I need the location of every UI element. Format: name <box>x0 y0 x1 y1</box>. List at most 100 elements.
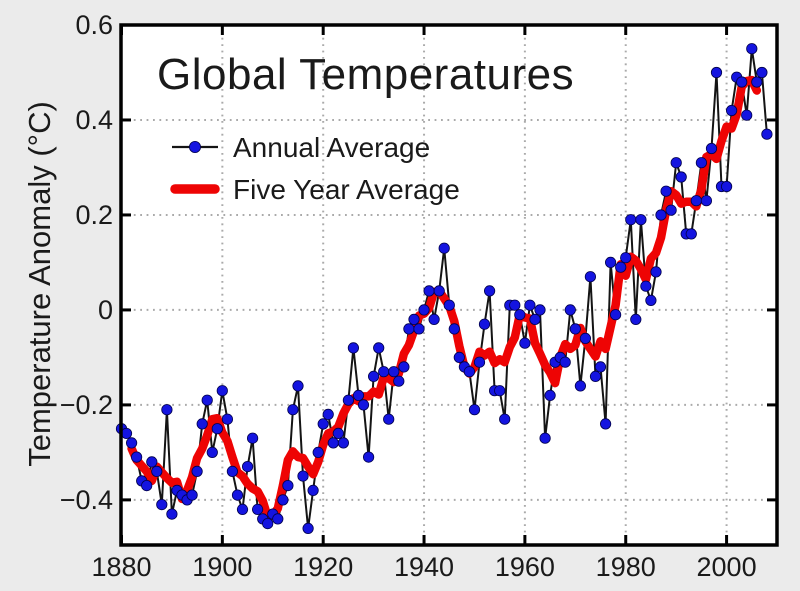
data-point-2008 <box>761 128 773 140</box>
data-series <box>115 43 773 535</box>
data-point-1973 <box>584 271 597 283</box>
data-point-1913 <box>282 479 294 492</box>
data-point-1949 <box>463 366 475 378</box>
data-point-2007 <box>756 66 768 79</box>
data-point-2000 <box>720 180 733 193</box>
data-point-1984 <box>640 280 652 292</box>
data-point-1899 <box>211 423 223 435</box>
x-tick-label-1940: 1940 <box>393 552 455 582</box>
annual-average-points <box>115 43 773 535</box>
data-point-1986 <box>650 266 662 278</box>
data-point-1989 <box>665 204 677 216</box>
data-point-2005 <box>746 43 758 55</box>
data-point-1940 <box>418 304 430 316</box>
data-point-1993 <box>685 228 697 240</box>
data-point-1997 <box>705 142 718 155</box>
data-point-1987 <box>655 209 667 221</box>
data-point-1980 <box>620 252 632 264</box>
data-point-1991 <box>675 171 687 183</box>
data-point-1920 <box>317 418 329 430</box>
data-point-1904 <box>236 503 249 515</box>
plot-border <box>119 23 779 547</box>
data-point-1889 <box>161 404 173 416</box>
data-point-1932 <box>378 366 390 378</box>
data-point-1906 <box>247 432 259 444</box>
data-point-1882 <box>126 437 138 449</box>
data-point-1943 <box>433 285 445 297</box>
data-point-1981 <box>625 214 637 226</box>
data-point-1887 <box>151 465 163 477</box>
data-point-1958 <box>509 299 521 311</box>
data-point-1909 <box>262 517 274 530</box>
y-tick-label-0.4: 0.4 <box>75 104 113 135</box>
x-tick-label-2000: 2000 <box>696 552 757 582</box>
data-point-1962 <box>529 313 541 325</box>
data-point-1994 <box>690 195 702 207</box>
data-point-1990 <box>670 157 682 169</box>
data-point-1961 <box>524 299 536 311</box>
gridlines <box>121 25 777 545</box>
legend-markers <box>170 140 220 194</box>
data-point-1888 <box>156 498 168 511</box>
data-point-1959 <box>514 309 526 321</box>
plot-area <box>121 25 777 545</box>
data-point-1912 <box>277 494 289 506</box>
data-point-1950 <box>468 404 481 416</box>
data-point-1977 <box>604 256 617 268</box>
legend-annual-dot-icon <box>188 140 201 153</box>
data-point-1930 <box>367 370 380 382</box>
data-point-1996 <box>700 195 713 207</box>
data-point-1944 <box>438 242 450 254</box>
data-point-1947 <box>453 351 465 363</box>
data-point-1929 <box>362 451 375 463</box>
data-point-1919 <box>312 446 324 458</box>
data-point-1939 <box>413 323 425 335</box>
x-tick-label-1960: 1960 <box>494 552 555 582</box>
data-point-1901 <box>221 413 233 425</box>
x-tick-label-1920: 1920 <box>293 552 354 582</box>
data-point-1918 <box>307 484 319 496</box>
data-point-1902 <box>226 465 238 477</box>
data-point-1886 <box>146 456 158 468</box>
data-point-1982 <box>630 313 642 325</box>
data-point-2004 <box>741 109 753 121</box>
x-tick-label-1900: 1900 <box>192 552 253 582</box>
data-point-1907 <box>252 503 264 515</box>
legend-label-five-year-average: Five Year Average <box>233 174 460 205</box>
data-point-1890 <box>166 508 178 520</box>
data-point-1988 <box>660 185 672 197</box>
data-point-1965 <box>544 389 556 401</box>
data-point-1985 <box>645 294 657 306</box>
y-tick-label-−0.4: −0.4 <box>59 484 113 515</box>
legend-label-annual-average: Annual Average <box>233 132 431 163</box>
data-point-1905 <box>242 460 254 473</box>
data-point-1931 <box>373 342 385 354</box>
y-tick-label-0: 0 <box>97 294 113 325</box>
data-point-1971 <box>574 380 587 392</box>
data-point-1916 <box>297 470 309 482</box>
data-point-1964 <box>539 432 551 444</box>
data-point-1974 <box>589 370 602 382</box>
data-point-1927 <box>352 389 365 401</box>
data-point-1894 <box>186 489 198 501</box>
data-point-1951 <box>473 356 486 368</box>
data-point-1969 <box>564 304 576 316</box>
data-point-1928 <box>357 399 370 411</box>
data-point-1898 <box>206 446 218 458</box>
data-point-1952 <box>478 318 491 330</box>
data-point-1933 <box>383 413 395 425</box>
y-tick-label-0.2: 0.2 <box>75 199 113 230</box>
data-point-1978 <box>609 309 622 321</box>
data-point-1935 <box>393 375 405 387</box>
data-point-1963 <box>534 304 546 316</box>
data-point-1881 <box>120 427 133 439</box>
chart-title: Global Temperatures <box>157 50 575 99</box>
data-point-1896 <box>196 418 208 430</box>
data-point-1926 <box>347 342 359 354</box>
y-tick-label-−0.2: −0.2 <box>59 389 113 420</box>
data-point-1915 <box>292 380 304 392</box>
data-point-2001 <box>725 104 738 117</box>
data-point-1953 <box>483 285 496 297</box>
